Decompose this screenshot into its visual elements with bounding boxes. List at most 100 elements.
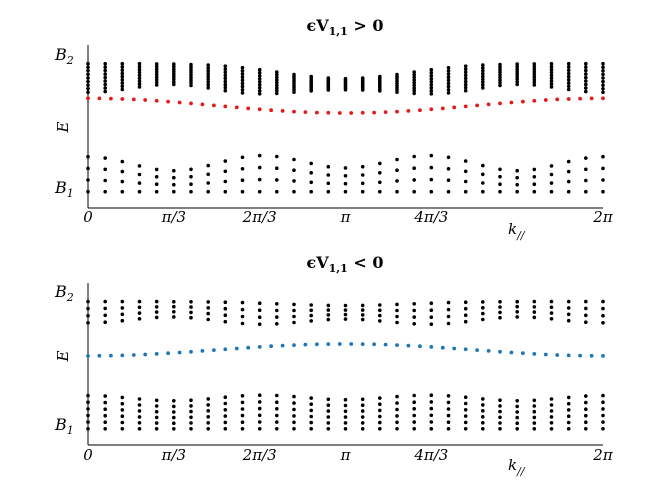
upper-band-point xyxy=(446,321,451,326)
lower-band-point xyxy=(154,167,159,172)
lower-band-point xyxy=(584,427,588,431)
upper-band-point xyxy=(498,65,502,69)
upper-band-point xyxy=(103,86,107,90)
upper-band-point xyxy=(223,76,228,81)
surface-state-point xyxy=(589,353,594,358)
lower-band-point xyxy=(532,182,537,186)
lower-band-point xyxy=(275,407,279,411)
lower-band-point xyxy=(172,421,176,426)
surface-state-point xyxy=(498,349,502,354)
upper-band-point xyxy=(463,76,468,81)
lower-band-point xyxy=(378,396,382,400)
lower-band-point xyxy=(429,177,434,182)
lower-band-point xyxy=(446,420,451,425)
lower-band-point xyxy=(137,172,142,177)
upper-band-point xyxy=(584,299,588,304)
upper-band-point xyxy=(515,69,519,74)
lower-band-point xyxy=(395,407,399,412)
lower-band-point xyxy=(257,189,262,194)
lower-band-point xyxy=(584,407,588,412)
lower-band-point xyxy=(292,394,296,399)
lower-band-point xyxy=(154,189,159,194)
surface-state-point xyxy=(315,342,319,347)
upper-band-point xyxy=(515,299,519,304)
surface-state-point xyxy=(383,110,388,114)
upper-band-point xyxy=(103,75,107,80)
surface-state-point xyxy=(177,100,182,105)
upper-band-point xyxy=(601,321,605,325)
x-tick-label: π/3 xyxy=(161,446,186,464)
lower-band-point xyxy=(515,404,519,409)
upper-band-point xyxy=(549,76,554,81)
upper-band-point xyxy=(378,319,382,323)
upper-band-point xyxy=(189,315,193,320)
upper-band-point xyxy=(429,70,434,75)
upper-band-point xyxy=(120,61,125,66)
x-tick-label: 2π/3 xyxy=(242,446,277,464)
lower-band-point xyxy=(584,420,588,425)
lower-band-point xyxy=(498,427,502,431)
upper-band-point xyxy=(412,88,417,93)
upper-band-point xyxy=(463,313,468,318)
upper-band-point xyxy=(103,65,107,69)
upper-band-point xyxy=(154,62,159,66)
upper-band-point xyxy=(601,65,605,70)
upper-band-point xyxy=(257,315,262,320)
surface-state-point xyxy=(109,353,113,358)
upper-band-point xyxy=(206,306,210,310)
upper-band-point xyxy=(412,91,417,96)
lower-band-point xyxy=(481,189,485,194)
lower-band-point xyxy=(412,407,417,411)
lower-band-point xyxy=(275,413,279,418)
surface-state-point xyxy=(303,342,308,347)
lower-band-point xyxy=(549,415,554,419)
upper-band-point xyxy=(463,306,468,311)
lower-band-point xyxy=(275,178,279,182)
upper-band-point xyxy=(154,67,159,71)
lower-band-point xyxy=(343,397,348,402)
upper-band-point xyxy=(206,317,210,322)
lower-band-point xyxy=(257,413,262,418)
upper-band-point xyxy=(223,85,228,90)
upper-band-point xyxy=(223,88,228,93)
upper-band-point xyxy=(601,83,605,87)
x-tick-label: 2π xyxy=(592,446,614,464)
lower-band-point xyxy=(378,171,382,175)
lower-band-point xyxy=(309,408,314,413)
lower-band-point xyxy=(549,421,554,425)
upper-band-point xyxy=(103,320,107,325)
lower-band-point xyxy=(446,178,451,182)
upper-band-point xyxy=(292,302,296,307)
lower-band-point xyxy=(137,427,142,431)
lower-band-point xyxy=(360,181,365,186)
upper-band-point xyxy=(275,302,279,306)
upper-band-point xyxy=(360,308,365,312)
surface-state-point xyxy=(452,346,457,351)
lower-band-point xyxy=(103,167,107,172)
upper-band-point xyxy=(326,317,331,322)
upper-band-point xyxy=(275,308,279,313)
upper-band-point xyxy=(601,61,605,66)
lower-band-point xyxy=(446,427,451,431)
upper-band-point xyxy=(206,66,210,70)
lower-band-point xyxy=(601,400,605,405)
upper-band-point xyxy=(240,91,245,95)
surface-state-point xyxy=(521,99,525,104)
upper-band-point xyxy=(103,72,107,76)
lower-band-point xyxy=(343,181,348,186)
lower-band-point xyxy=(446,394,451,398)
lower-band-point xyxy=(566,427,571,431)
lower-band-point xyxy=(601,407,605,411)
lower-band-point xyxy=(463,408,468,412)
lower-band-point xyxy=(154,409,159,414)
surface-state-point xyxy=(131,353,136,357)
lower-band-point xyxy=(309,171,314,175)
upper-band-point xyxy=(223,319,228,324)
lower-band-point xyxy=(429,400,434,404)
upper-band-point xyxy=(120,312,125,317)
lower-band-point xyxy=(154,398,159,403)
upper-band-point xyxy=(206,71,210,76)
upper-band-point xyxy=(446,84,451,89)
upper-band-point xyxy=(566,318,571,323)
upper-band-point xyxy=(498,310,502,315)
